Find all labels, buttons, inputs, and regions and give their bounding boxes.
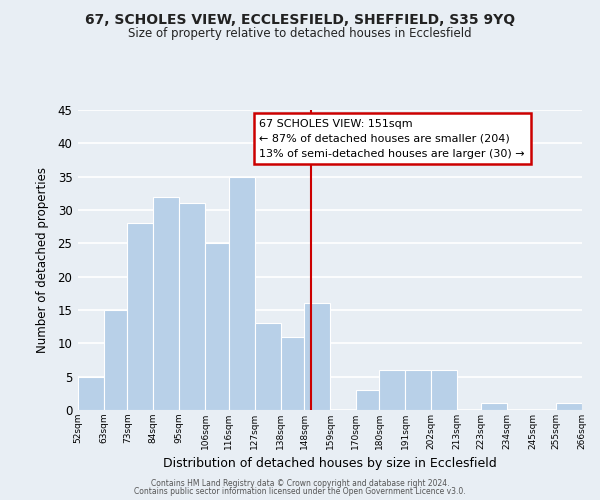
Bar bbox=[431, 370, 457, 410]
Bar bbox=[229, 176, 254, 410]
Bar bbox=[281, 336, 304, 410]
Text: Size of property relative to detached houses in Ecclesfield: Size of property relative to detached ho… bbox=[128, 28, 472, 40]
Text: 67, SCHOLES VIEW, ECCLESFIELD, SHEFFIELD, S35 9YQ: 67, SCHOLES VIEW, ECCLESFIELD, SHEFFIELD… bbox=[85, 12, 515, 26]
Bar bbox=[254, 324, 281, 410]
Bar bbox=[556, 404, 582, 410]
Bar bbox=[154, 196, 179, 410]
Bar bbox=[481, 404, 506, 410]
Text: Contains HM Land Registry data © Crown copyright and database right 2024.: Contains HM Land Registry data © Crown c… bbox=[151, 478, 449, 488]
X-axis label: Distribution of detached houses by size in Ecclesfield: Distribution of detached houses by size … bbox=[163, 458, 497, 470]
Bar bbox=[406, 370, 431, 410]
Bar bbox=[78, 376, 104, 410]
Bar bbox=[127, 224, 154, 410]
Bar bbox=[205, 244, 229, 410]
Bar bbox=[304, 304, 330, 410]
Bar bbox=[179, 204, 205, 410]
Text: 67 SCHOLES VIEW: 151sqm
← 87% of detached houses are smaller (204)
13% of semi-d: 67 SCHOLES VIEW: 151sqm ← 87% of detache… bbox=[259, 119, 525, 158]
Bar bbox=[104, 310, 127, 410]
Bar bbox=[356, 390, 379, 410]
Text: Contains public sector information licensed under the Open Government Licence v3: Contains public sector information licen… bbox=[134, 487, 466, 496]
Bar bbox=[379, 370, 406, 410]
Y-axis label: Number of detached properties: Number of detached properties bbox=[36, 167, 49, 353]
